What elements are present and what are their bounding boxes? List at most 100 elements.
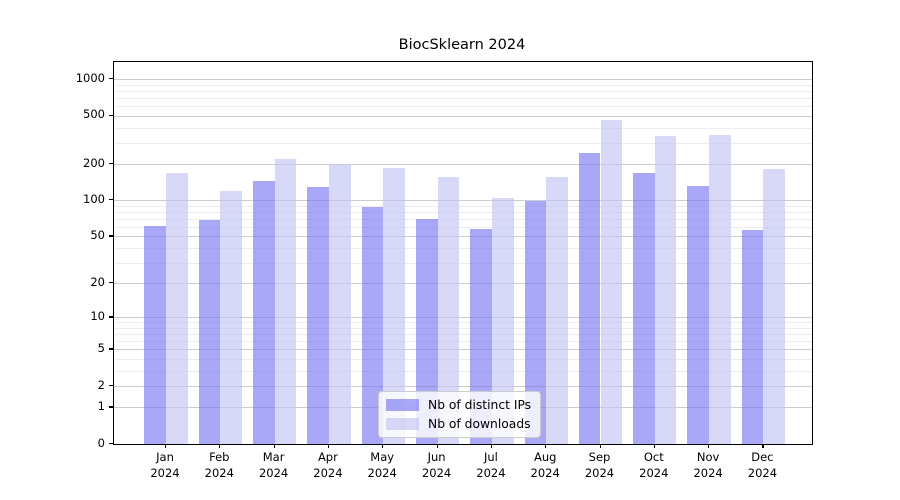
x-tick-label-sep: Sep 2024 <box>584 450 615 480</box>
y-tick-label-1: 1 <box>97 398 105 413</box>
y-tick-label-100: 100 <box>83 191 105 206</box>
y-tick-mark-100 <box>109 199 113 201</box>
x-tick-label-aug: Aug 2024 <box>530 450 560 480</box>
gridline-minor-600 <box>114 106 812 108</box>
gridline-major-200 <box>114 164 812 165</box>
legend-swatch-downloads <box>386 418 419 430</box>
gridline-minor-7 <box>114 334 812 336</box>
gridline-minor-4 <box>114 359 812 360</box>
y-tick-mark-50 <box>109 235 113 237</box>
gridline-minor-400 <box>114 127 812 129</box>
x-tick-label-nov: Nov 2024 <box>693 450 723 480</box>
x-tick-mark-oct <box>653 444 655 448</box>
gridline-major-10 <box>114 317 812 319</box>
gridline-minor-9 <box>114 322 812 324</box>
gridline-minor-8 <box>114 328 812 329</box>
x-tick-label-apr: Apr 2024 <box>313 450 343 480</box>
bar-distinct-ips-aug <box>524 200 547 444</box>
bar-distinct-ips-may <box>361 207 384 444</box>
legend-label-downloads: Nb of downloads <box>428 417 531 431</box>
gridline-major-50 <box>114 236 812 238</box>
legend-label-distinct-ips: Nb of distinct IPs <box>428 398 532 412</box>
bar-distinct-ips-dec <box>741 229 764 444</box>
y-tick-label-50: 50 <box>90 227 105 242</box>
gridline-major-1000 <box>114 79 812 81</box>
bar-downloads-jan <box>166 172 188 444</box>
bar-distinct-ips-oct <box>633 172 655 444</box>
y-tick-mark-500 <box>109 114 113 116</box>
gridline-minor-30 <box>114 262 812 264</box>
x-tick-mark-may <box>382 444 384 448</box>
y-tick-label-200: 200 <box>83 155 105 170</box>
bar-downloads-nov <box>709 135 731 444</box>
x-tick-label-mar: Mar 2024 <box>258 450 289 480</box>
x-tick-mark-jul <box>490 444 493 448</box>
x-tick-mark-dec <box>762 444 764 448</box>
x-tick-label-jan: Jan 2024 <box>150 450 180 480</box>
y-tick-mark-20 <box>109 282 113 284</box>
bar-distinct-ips-nov <box>687 185 710 444</box>
y-tick-label-0: 0 <box>97 435 105 450</box>
x-tick-label-jul: Jul 2024 <box>476 450 506 480</box>
y-tick-mark-200 <box>109 163 113 165</box>
bar-downloads-may <box>383 168 405 444</box>
x-tick-label-oct: Oct 2024 <box>639 450 669 480</box>
y-tick-mark-2 <box>109 385 113 387</box>
gridline-minor-800 <box>114 91 812 92</box>
y-tick-mark-1 <box>109 406 113 408</box>
x-tick-mark-feb <box>219 444 221 448</box>
gridline-minor-90 <box>114 205 812 207</box>
bar-downloads-jul <box>491 198 514 444</box>
bar-downloads-jun <box>437 177 460 444</box>
gridline-minor-70 <box>114 218 812 220</box>
x-tick-mark-sep <box>599 444 601 448</box>
y-tick-label-20: 20 <box>90 274 105 289</box>
gridline-minor-80 <box>114 212 812 213</box>
gridline-major-20 <box>114 283 812 285</box>
x-tick-mark-mar <box>273 444 275 448</box>
x-tick-label-may: May 2024 <box>367 450 397 480</box>
y-tick-label-2: 2 <box>97 377 105 392</box>
legend-item-distinct-ips: Nb of distinct IPs <box>386 398 531 412</box>
bar-downloads-dec <box>763 169 786 444</box>
y-tick-label-500: 500 <box>83 107 105 122</box>
gridline-major-5 <box>114 349 812 351</box>
bar-distinct-ips-jan <box>144 226 166 444</box>
x-tick-label-feb: Feb 2024 <box>204 450 234 480</box>
x-tick-mark-nov <box>708 444 710 448</box>
bar-distinct-ips-jul <box>470 228 492 444</box>
gridline-minor-300 <box>114 142 812 144</box>
y-tick-mark-1000 <box>109 78 113 80</box>
bar-distinct-ips-feb <box>198 220 221 444</box>
gridline-major-500 <box>114 115 812 117</box>
legend-item-downloads: Nb of downloads <box>386 417 531 431</box>
gridline-minor-3 <box>114 370 812 372</box>
bar-downloads-mar <box>274 158 297 444</box>
gridline-minor-40 <box>114 247 812 249</box>
bar-downloads-feb <box>220 190 242 444</box>
y-tick-label-10: 10 <box>90 308 105 323</box>
x-tick-mark-jun <box>436 444 438 448</box>
gridline-minor-900 <box>114 84 812 86</box>
plot-area <box>113 61 813 445</box>
bar-distinct-ips-mar <box>252 180 275 444</box>
legend-swatch-distinct-ips <box>386 399 419 411</box>
gridline-minor-6 <box>114 341 812 343</box>
x-tick-mark-apr <box>327 444 330 448</box>
bar-downloads-sep <box>600 120 623 444</box>
x-tick-label-dec: Dec 2024 <box>747 450 778 480</box>
y-tick-label-5: 5 <box>97 340 105 355</box>
legend: Nb of distinct IPs Nb of downloads <box>378 391 542 438</box>
x-tick-label-jun: Jun 2024 <box>421 450 452 480</box>
x-tick-mark-jan <box>165 444 167 448</box>
gridline-major-100 <box>114 200 812 202</box>
gridline-minor-60 <box>114 226 812 228</box>
y-tick-label-1000: 1000 <box>75 70 105 85</box>
bar-downloads-aug <box>546 177 568 444</box>
y-tick-mark-5 <box>109 348 113 350</box>
gridline-minor-700 <box>114 98 812 99</box>
y-tick-mark-0 <box>109 443 113 445</box>
y-tick-mark-10 <box>109 316 113 318</box>
gridline-major-2 <box>114 386 812 387</box>
